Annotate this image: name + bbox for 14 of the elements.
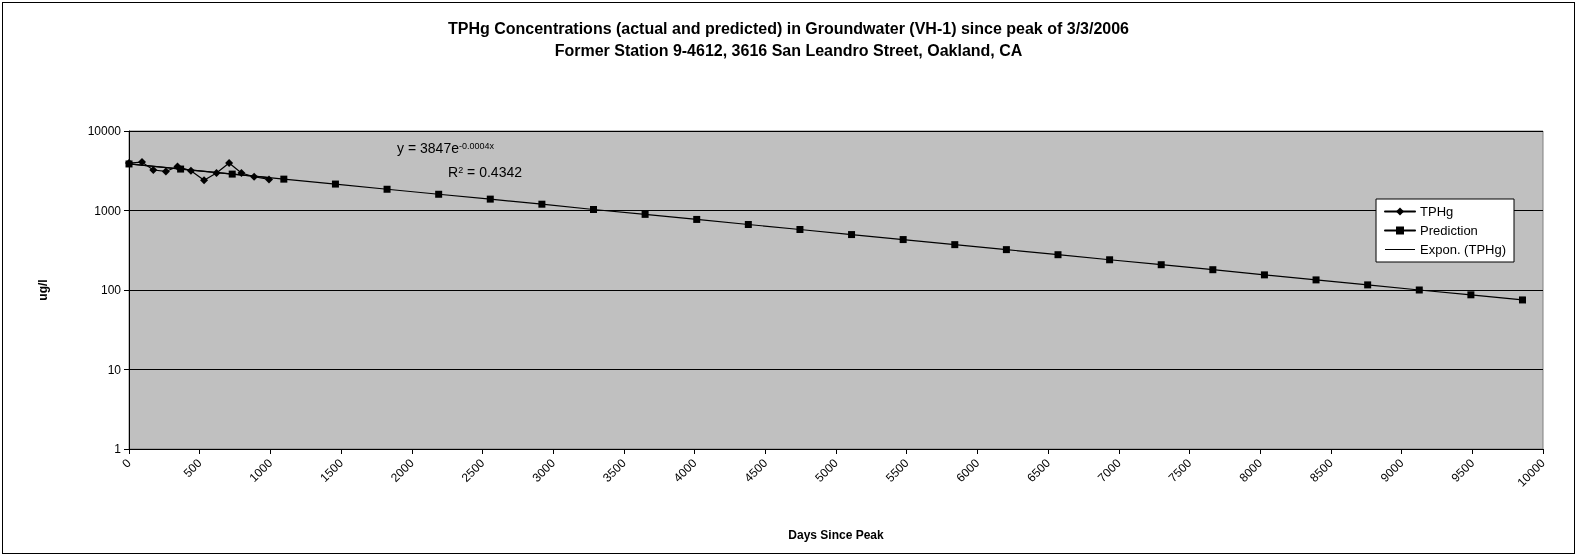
chart-subtitle: Former Station 9-4612, 3616 San Leandro Street, Oakland, CA <box>554 41 1023 59</box>
legend-label: TPHg <box>1420 204 1454 219</box>
legend-label: Prediction <box>1420 223 1478 238</box>
x-tick-label: 500 <box>180 455 205 481</box>
y-tick-label: 1000 <box>94 203 122 218</box>
y-axis-title: ug/l <box>36 279 50 301</box>
y-tick-label: 1 <box>114 442 122 456</box>
chart-title: TPHg Concentrations (actual and predicted) in Groundwater (VH-1) since peak of 3/3/2006 <box>447 19 1130 37</box>
y-tick-label: 10 <box>107 362 122 377</box>
y-tick-label: 10000 <box>87 124 122 138</box>
x-tick-label: 0 <box>119 455 135 471</box>
legend-label: Expon. (TPHg) <box>1420 242 1507 257</box>
x-axis-title: Days Since Peak <box>788 528 885 542</box>
y-tick-label: 100 <box>100 283 122 297</box>
